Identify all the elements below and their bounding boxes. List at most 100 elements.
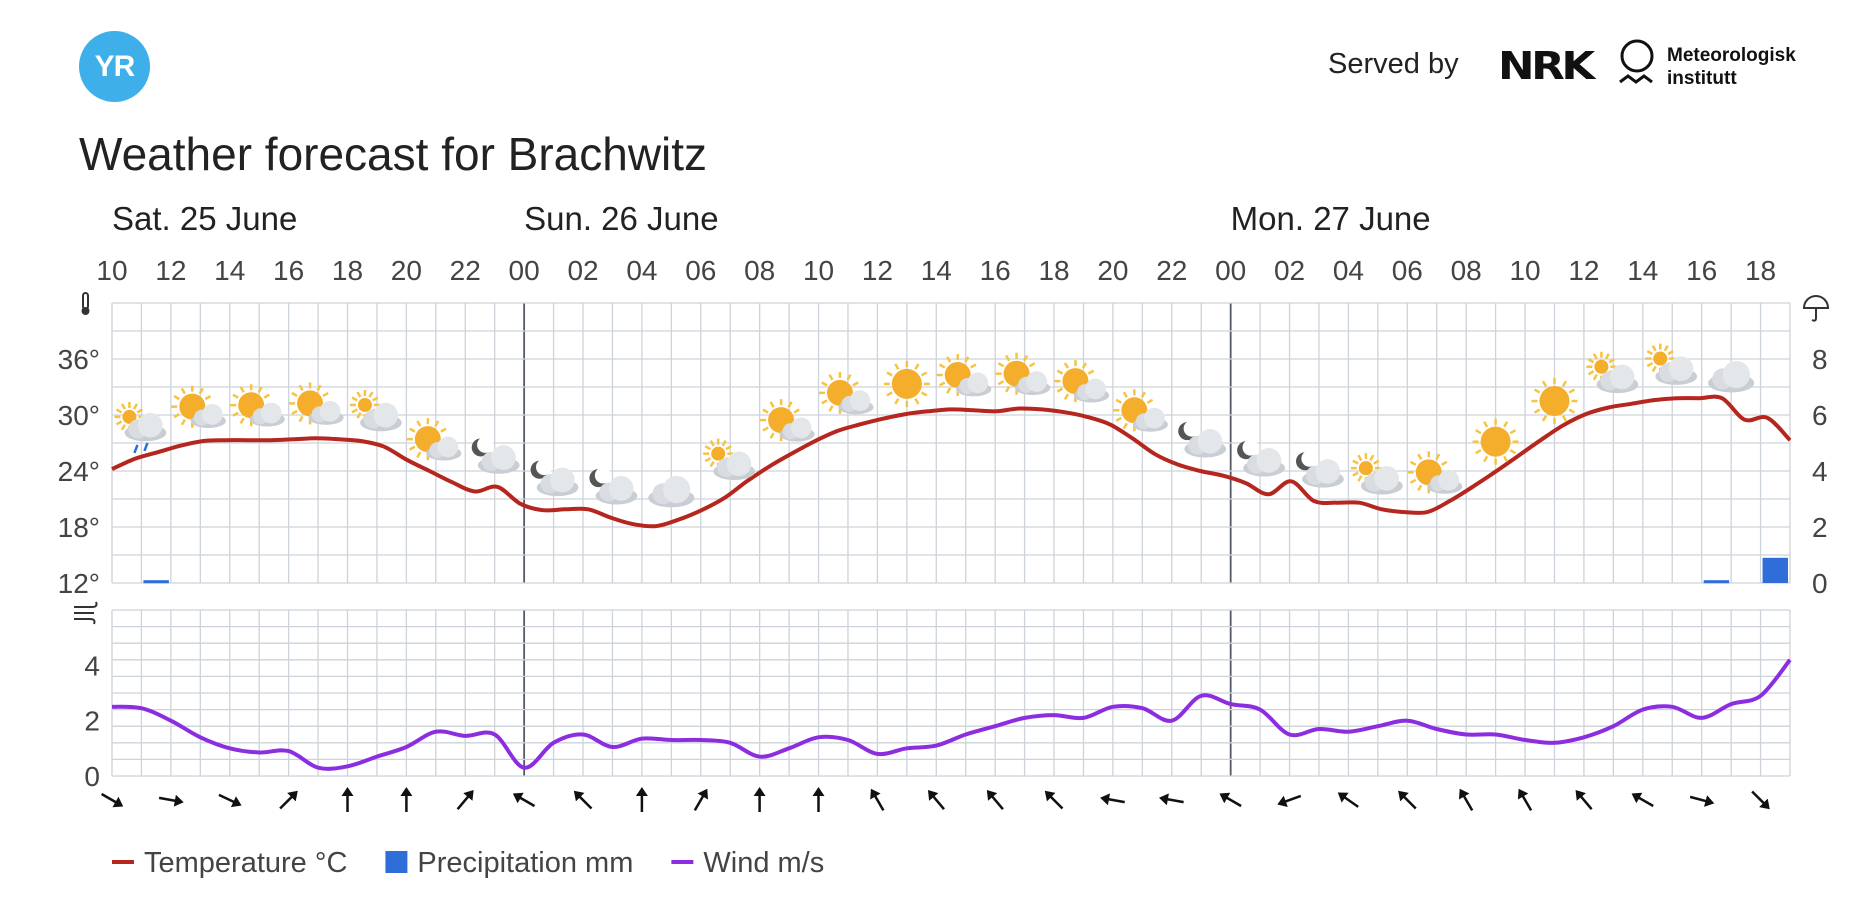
weather-icon-sun-cloud	[936, 354, 992, 397]
precipitation-bar	[143, 580, 169, 584]
hour-tick-label: 04	[1333, 255, 1364, 286]
weather-icon-moon-cloud	[1295, 450, 1344, 488]
weather-icon-moon-cloud	[1237, 439, 1286, 477]
wind-direction-arrow	[693, 788, 708, 812]
thermometer-icon	[81, 292, 90, 315]
hour-tick-label: 16	[1686, 255, 1717, 286]
wind-direction-arrow	[1631, 792, 1654, 808]
temp-tick-label: 24°	[58, 456, 100, 487]
wind-tick-label: 4	[84, 650, 100, 681]
wind-direction-arrow	[1219, 792, 1242, 808]
precipitation-bar	[1703, 580, 1730, 584]
legend-label: Wind m/s	[703, 847, 824, 879]
wind-direction-arrow	[1044, 790, 1064, 810]
wind-direction-arrow	[927, 790, 945, 810]
weather-icon-sun	[1472, 418, 1519, 465]
wind-direction-arrow	[512, 792, 536, 808]
met-line2: institutt	[1667, 68, 1737, 89]
page-title: Weather forecast for Brachwitz	[79, 128, 708, 180]
temp-grid	[111, 302, 1791, 584]
wind-direction-arrow	[1751, 790, 1770, 810]
legend-item: Precipitation mm	[385, 847, 633, 879]
hour-tick-label: 14	[921, 255, 952, 286]
legend-label: Temperature °C	[144, 847, 347, 879]
hour-tick-label: 04	[626, 255, 657, 286]
weather-icon-sun-cloud	[818, 371, 874, 415]
weather-icon-cloud-sun-small	[1586, 351, 1639, 394]
hour-tick-label: 02	[1274, 255, 1305, 286]
wind-tick-label: 0	[84, 761, 100, 792]
hour-tick-label: 20	[391, 255, 422, 286]
weather-icon-moon-cloud	[530, 458, 579, 497]
hour-tick-label: 08	[744, 255, 775, 286]
weather-icon-sun-cloud	[230, 384, 285, 427]
temp-tick-label: 18°	[58, 512, 100, 543]
hour-tick-label: 16	[980, 255, 1011, 286]
wind-direction-arrow	[341, 787, 354, 812]
hour-tick-label: 18	[1038, 255, 1069, 286]
weather-icon-sun	[1531, 378, 1578, 425]
weather-icon-sun-cloud-small	[1350, 453, 1403, 495]
yr-logo-text: YR	[94, 49, 136, 83]
hour-tick-label: 00	[1215, 255, 1246, 286]
weather-icon-moon-cloud	[589, 467, 638, 505]
hour-tick-label: 12	[155, 255, 186, 286]
hour-tick-label: 02	[567, 255, 598, 286]
wind-direction-arrow	[1158, 793, 1184, 806]
hour-tick-label: 22	[1156, 255, 1187, 286]
precip-tick-label: 0	[1812, 568, 1828, 599]
temp-tick-label: 30°	[58, 400, 100, 431]
weather-icon-cloud	[1708, 361, 1755, 393]
wind-direction-arrow	[635, 787, 648, 812]
wind-direction-arrow	[1459, 788, 1474, 812]
precip-tick-label: 6	[1812, 400, 1828, 431]
weather-icon-sun	[883, 360, 930, 407]
wind-direction-arrow	[1100, 793, 1125, 806]
wind-grid	[111, 609, 1791, 777]
weather-icon-cloud-sun-small	[349, 389, 402, 432]
hour-tick-label: 06	[685, 255, 716, 286]
nrk-logo: NRK	[1498, 44, 1595, 88]
hour-tick-label: 10	[96, 255, 127, 286]
wind-direction-arrow	[100, 792, 124, 808]
wind-direction-arrow	[456, 790, 474, 810]
wind-direction-arrow	[1337, 792, 1359, 808]
hour-tick-label: 08	[1451, 255, 1482, 286]
wind-direction-arrow	[400, 787, 413, 812]
wind-direction-arrow	[986, 790, 1004, 810]
umbrella-icon	[1802, 295, 1830, 322]
wind-direction-arrow	[158, 794, 184, 807]
hour-tick-label: 00	[509, 255, 540, 286]
hour-tick-label: 18	[332, 255, 363, 286]
wind-tick-label: 2	[84, 706, 100, 737]
met-line1: Meteorologisk	[1667, 45, 1796, 66]
wind-direction-arrow	[1517, 788, 1533, 812]
wind-icon	[74, 601, 98, 625]
legend-label: Precipitation mm	[417, 847, 633, 879]
wind-direction-arrow	[1277, 794, 1302, 808]
weather-icon-sun-cloud	[406, 418, 462, 461]
hour-tick-label: 10	[803, 255, 834, 286]
wind-direction-arrow	[1689, 795, 1715, 807]
weather-icon-sun-cloud	[1054, 360, 1110, 403]
hour-tick-label: 16	[273, 255, 304, 286]
hour-tick-label: 22	[450, 255, 481, 286]
weather-icon-moon-cloud	[1178, 420, 1227, 458]
met-logo-text: Meteorologisk institutt	[1667, 44, 1796, 90]
wind-direction-arrow	[573, 790, 593, 810]
met-logo-icon	[1619, 39, 1654, 84]
legend-swatch	[385, 851, 408, 873]
wind-line	[111, 658, 1792, 771]
precip-tick-label: 4	[1812, 456, 1828, 487]
wind-direction-arrow	[812, 787, 825, 812]
day-label: Sun. 26 June	[524, 200, 719, 237]
yr-logo: YR	[79, 31, 150, 102]
wind-direction-arrow	[870, 788, 885, 812]
day-label: Sat. 25 June	[112, 200, 297, 237]
legend-item: Temperature °C	[112, 847, 347, 879]
temp-tick-label: 36°	[58, 344, 100, 375]
served-by-label: Served by	[1328, 48, 1459, 80]
legend-item: Wind m/s	[671, 847, 824, 879]
weather-icon-sun-cloud	[1407, 451, 1463, 494]
precipitation-bar	[1762, 557, 1788, 583]
